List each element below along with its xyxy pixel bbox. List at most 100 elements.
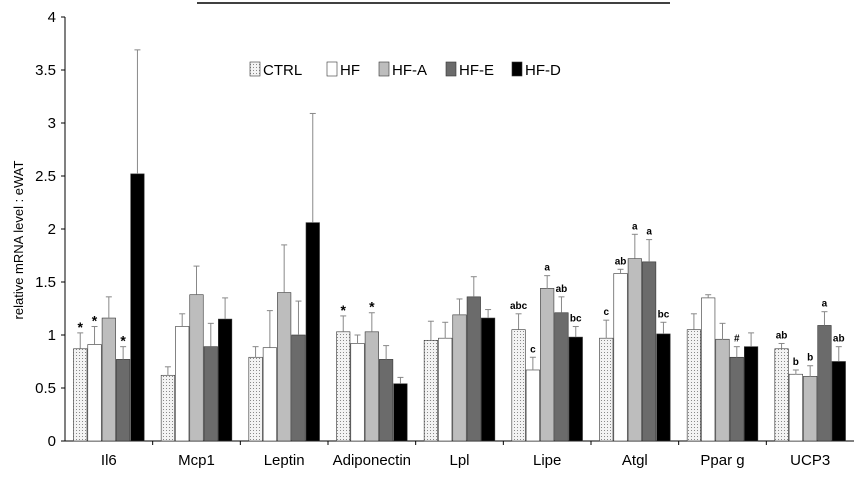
bar-ctrl-adiponectin: [336, 331, 351, 442]
significance-label-hf-a-lipe: a: [544, 263, 550, 274]
bar-hf-e-lipe: [554, 312, 569, 442]
bar-hf-d-atgl: [656, 333, 671, 442]
significance-label-hf-d-lipe: bc: [570, 314, 582, 325]
y-tick-label: 0: [48, 433, 56, 450]
bar-ctrl-ucp3: [774, 348, 789, 442]
significance-label-hf-e-ppar-g: #: [734, 334, 740, 345]
significance-label-ctrl-atgl: c: [603, 307, 609, 318]
x-tick-label-lpl: Lpl: [449, 452, 469, 469]
legend-label-hf-a: HF-A: [392, 62, 427, 79]
bar-ctrl-atgl: [599, 337, 614, 442]
x-tick-label-mcp1: Mcp1: [178, 452, 215, 469]
bar-ctrl-leptin: [248, 356, 263, 442]
significance-label-ctrl-il6: *: [78, 319, 84, 335]
significance-label-hf-d-atgl: bc: [658, 309, 670, 320]
bar-hf-e-leptin: [291, 334, 306, 442]
legend-label-ctrl: CTRL: [263, 62, 302, 79]
bar-hf-a-lpl: [452, 314, 467, 442]
bar-hf-d-mcp1: [218, 318, 233, 442]
y-axis-label: relative mRNA level : eWAT: [11, 160, 26, 319]
significance-label-ctrl-adiponectin: *: [341, 302, 347, 318]
significance-label-hf-e-atgl: a: [646, 227, 652, 238]
legend-label-hf-d: HF-D: [525, 62, 561, 79]
bar-hf-a-lipe: [540, 288, 555, 442]
y-tick-label: 1: [48, 327, 56, 344]
significance-label-hf-a-ucp3: b: [807, 353, 813, 364]
bar-hf-d-ppar-g: [744, 346, 759, 442]
significance-label-hf-a-atgl: a: [632, 221, 638, 232]
x-tick-label-atgl: Atgl: [622, 452, 648, 469]
x-tick-label-il6: Il6: [101, 452, 117, 469]
bar-hf-il6: [87, 344, 102, 442]
x-tick-label-lipe: Lipe: [533, 452, 561, 469]
significance-label-hf-e-il6: *: [120, 333, 126, 349]
bar-hf-e-ucp3: [817, 325, 832, 442]
x-tick-label-ppar-g: Ppar g: [700, 452, 744, 469]
bar-hf-d-ucp3: [831, 361, 846, 442]
x-tick-label-ucp3: UCP3: [790, 452, 830, 469]
significance-label-hf-il6: *: [92, 313, 98, 329]
significance-label-hf-e-lipe: ab: [556, 284, 568, 295]
bar-hf-d-adiponectin: [393, 383, 408, 442]
bar-hf-e-adiponectin: [379, 359, 394, 442]
bar-hf-e-lpl: [466, 296, 481, 442]
bar-hf-a-atgl: [627, 258, 642, 442]
significance-label-ctrl-ucp3: ab: [776, 330, 788, 341]
bar-hf-a-ppar-g: [715, 338, 730, 442]
error-bars: [77, 49, 842, 384]
bar-ctrl-lipe: [511, 329, 526, 442]
y-tick-label: 4: [48, 9, 56, 26]
bar-hf-e-mcp1: [203, 346, 218, 442]
bar-hf-lipe: [525, 369, 540, 442]
bar-hf-mcp1: [175, 326, 190, 442]
bar-ctrl-mcp1: [160, 374, 175, 442]
bar-hf-a-leptin: [277, 292, 292, 442]
bar-hf-lpl: [438, 337, 453, 442]
y-tick-label: 2.5: [35, 168, 56, 185]
legend-swatch-hf-a: [378, 61, 390, 77]
legend-label-hf: HF: [340, 62, 360, 79]
x-tick-label-adiponectin: Adiponectin: [333, 452, 411, 469]
y-tick-label: 0.5: [35, 380, 56, 397]
significance-label-hf-ucp3: b: [793, 357, 799, 368]
bar-hf-d-lipe: [568, 336, 583, 442]
bar-hf-e-atgl: [642, 261, 657, 442]
bar-hf-atgl: [613, 273, 628, 442]
bar-hf-ucp3: [788, 373, 803, 442]
bar-hf-d-lpl: [481, 317, 496, 442]
significance-label-hf-a-adiponectin: *: [369, 299, 375, 315]
bar-hf-leptin: [262, 347, 277, 442]
y-tick-label: 2: [48, 221, 56, 238]
significance-label-hf-e-ucp3: a: [822, 299, 828, 310]
legend-swatch-hf-d: [511, 61, 523, 77]
legend-swatch-hf-e: [445, 61, 457, 77]
bar-ctrl-lpl: [423, 339, 438, 442]
bar-hf-d-leptin: [305, 222, 320, 442]
bar-hf-ppar-g: [701, 297, 716, 442]
y-tick-label: 1.5: [35, 274, 56, 291]
legend-swatch-ctrl: [249, 61, 261, 77]
legend-swatch-hf: [326, 61, 338, 77]
bar-ctrl-il6: [73, 348, 88, 442]
y-tick-label: 3.5: [35, 62, 56, 79]
significance-label-ctrl-lipe: abc: [510, 301, 528, 312]
bar-hf-a-adiponectin: [364, 331, 379, 442]
significance-label-hf-lipe: c: [530, 344, 536, 355]
legend: CTRL HF HF-A HF-E HF-D: [249, 61, 561, 79]
bar-hf-adiponectin: [350, 343, 365, 442]
bar-hf-e-ppar-g: [729, 356, 744, 442]
x-tick-label-leptin: Leptin: [264, 452, 305, 469]
bar-hf-d-il6: [130, 173, 145, 442]
bar-ctrl-ppar-g: [686, 329, 701, 442]
legend-label-hf-e: HF-E: [459, 62, 494, 79]
significance-label-hf-atgl: ab: [615, 256, 627, 267]
bar-hf-a-il6: [101, 317, 116, 442]
bar-hf-a-mcp1: [189, 294, 204, 442]
y-tick-label: 3: [48, 115, 56, 132]
bar-hf-e-il6: [116, 359, 131, 442]
significance-label-hf-d-ucp3: ab: [833, 334, 845, 345]
bar-hf-a-ucp3: [803, 376, 818, 442]
